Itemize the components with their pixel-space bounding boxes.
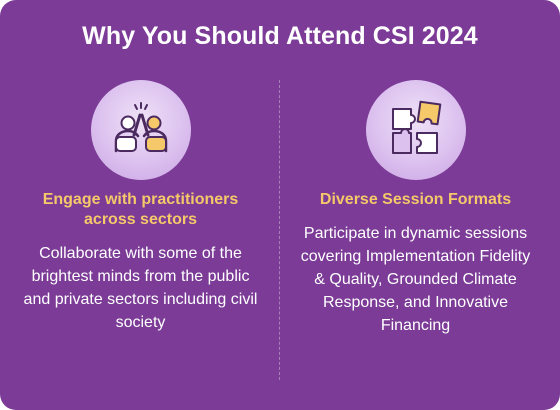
icon-badge (90, 80, 191, 180)
benefit-column-engage: Engage with practitioners across sectors… (13, 80, 268, 334)
column-divider (279, 80, 280, 380)
benefit-column-sessions: Diverse Session Formats Participate in d… (288, 80, 543, 337)
high-five-icon (114, 102, 167, 153)
puzzle-pieces-icon (391, 100, 441, 154)
page-title: Why You Should Attend CSI 2024 (82, 22, 478, 50)
benefit-description: Collaborate with some of the brightest m… (23, 245, 258, 331)
benefit-heading: Diverse Session Formats (319, 191, 512, 208)
benefit-description: Participate in dynamic sessions covering… (300, 225, 531, 334)
benefit-heading: Engage with practitioners across sectors (42, 191, 239, 228)
icon-badge (365, 80, 466, 180)
